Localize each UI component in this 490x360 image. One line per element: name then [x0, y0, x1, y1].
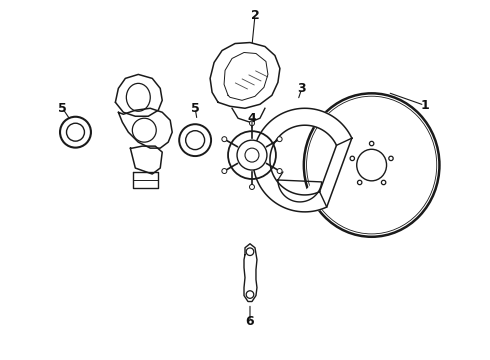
Ellipse shape — [132, 118, 156, 142]
Ellipse shape — [228, 131, 276, 179]
Circle shape — [389, 156, 393, 161]
Circle shape — [369, 141, 374, 146]
Polygon shape — [119, 108, 172, 148]
Polygon shape — [115, 75, 162, 116]
Ellipse shape — [237, 140, 267, 170]
Ellipse shape — [346, 138, 397, 192]
Text: 4: 4 — [247, 112, 256, 125]
Text: 3: 3 — [297, 82, 306, 95]
Circle shape — [381, 180, 386, 185]
Circle shape — [222, 168, 227, 174]
Ellipse shape — [307, 96, 437, 234]
Circle shape — [246, 248, 254, 256]
Polygon shape — [244, 244, 257, 302]
Polygon shape — [253, 108, 352, 212]
Circle shape — [249, 184, 254, 189]
Ellipse shape — [60, 117, 91, 148]
Polygon shape — [130, 146, 162, 174]
Circle shape — [246, 291, 254, 298]
Text: 2: 2 — [250, 9, 259, 22]
Circle shape — [249, 121, 254, 126]
Circle shape — [277, 168, 282, 174]
Ellipse shape — [357, 149, 387, 181]
Text: 1: 1 — [420, 99, 429, 112]
Ellipse shape — [304, 93, 440, 237]
Circle shape — [277, 137, 282, 141]
Polygon shape — [278, 180, 322, 202]
Ellipse shape — [245, 148, 259, 162]
Ellipse shape — [67, 123, 84, 141]
Text: 5: 5 — [191, 102, 199, 115]
Circle shape — [358, 180, 362, 185]
Ellipse shape — [179, 124, 211, 156]
Polygon shape — [210, 42, 280, 108]
Circle shape — [350, 156, 354, 161]
Text: 5: 5 — [58, 102, 67, 115]
Circle shape — [222, 137, 227, 141]
Text: 6: 6 — [245, 315, 254, 328]
Polygon shape — [133, 172, 158, 188]
Ellipse shape — [126, 84, 150, 111]
Ellipse shape — [186, 131, 205, 150]
